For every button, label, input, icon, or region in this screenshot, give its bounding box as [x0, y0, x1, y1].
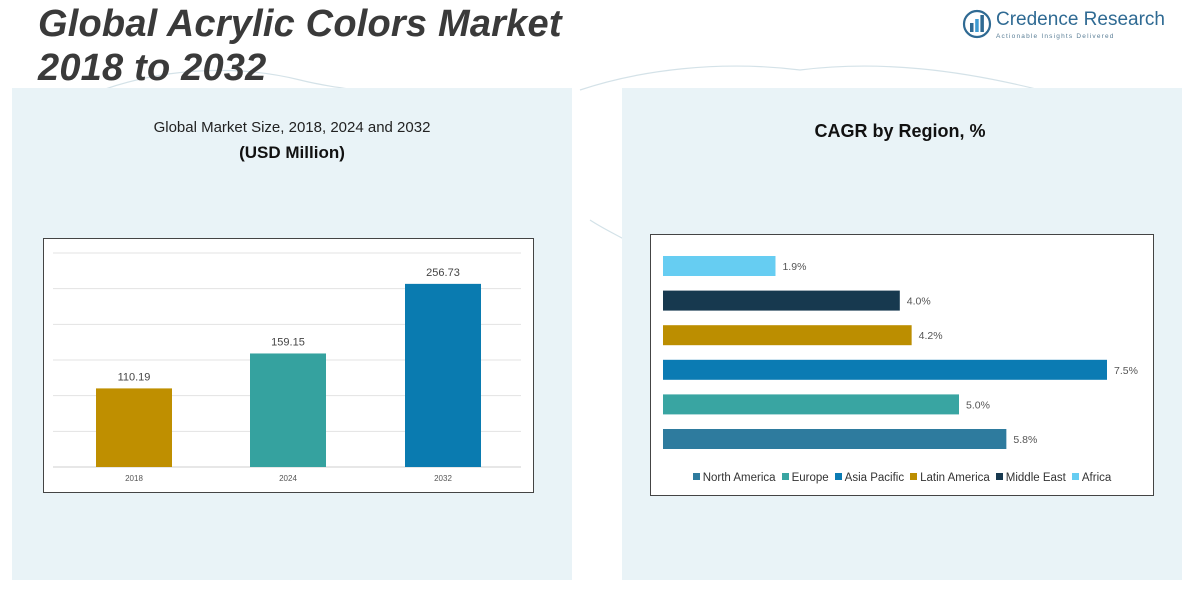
legend-swatch-latin-america	[910, 473, 918, 480]
bar-asia-pacific	[663, 359, 1107, 380]
data-label-north-america: 5.8%	[1013, 434, 1037, 446]
bar-middle-east	[663, 290, 900, 311]
legend-item-north-america: North America	[692, 472, 776, 484]
data-label-2024: 159.15	[271, 336, 305, 348]
legend-swatch-europe	[781, 473, 789, 480]
legend-item-latin-america: Latin America	[910, 472, 990, 484]
bar-africa	[663, 256, 776, 276]
bar-latin-america	[663, 325, 912, 346]
market-size-bar-chart: 110.19 2018 159.15 2024 256.73 2032	[53, 252, 521, 483]
data-label-2032: 256.73	[426, 267, 460, 279]
data-label-europe: 5.0%	[966, 399, 990, 411]
legend-label-latin-america: Latin America	[920, 472, 990, 484]
bar-2018	[96, 388, 172, 467]
legend-label-asia-pacific: Asia Pacific	[844, 472, 905, 484]
legend-item-africa: Africa	[1071, 472, 1112, 484]
legend-item-asia-pacific: Asia Pacific	[834, 472, 905, 484]
cagr-title: CAGR by Region, %	[814, 121, 986, 141]
market-size-unit: (USD Million)	[239, 143, 345, 162]
x-tick-label-2024: 2024	[279, 474, 297, 483]
cagr-bar-chart: 1.9% 4.0% 4.2% 7.5% 5.0% 5.8%	[663, 256, 1138, 449]
bar-2024	[250, 353, 326, 467]
data-label-middle-east: 4.0%	[907, 296, 931, 308]
bar-chart-logo-icon	[962, 9, 992, 39]
legend-swatch-africa	[1071, 473, 1079, 480]
legend-item-europe: Europe	[781, 472, 829, 484]
x-tick-label-2018: 2018	[125, 474, 143, 483]
logo-tagline: Actionable Insights Delivered	[996, 33, 1115, 40]
page-title: Global Acrylic Colors Market 2018 to 203…	[38, 2, 562, 90]
bar-2032	[405, 283, 481, 467]
legend-swatch-asia-pacific	[834, 473, 842, 480]
page-title-line-2: 2018 to 2032	[38, 47, 267, 89]
legend-swatch-middle-east	[995, 473, 1003, 480]
legend-item-middle-east: Middle East	[995, 472, 1066, 484]
legend-label-middle-east: Middle East	[1005, 472, 1066, 484]
credence-research-logo: Credence Research Actionable Insights De…	[962, 8, 1165, 44]
page-title-line-1: Global Acrylic Colors Market	[38, 3, 562, 45]
data-label-latin-america: 4.2%	[919, 330, 943, 342]
legend-swatch-north-america	[692, 473, 700, 480]
cagr-legend: North America Europe Asia Pacific Latin Ame…	[650, 472, 1154, 484]
legend-label-north-america: North America	[702, 472, 776, 484]
market-size-subtitle: Global Market Size, 2018, 2024 and 2032	[153, 119, 431, 136]
data-label-asia-pacific: 7.5%	[1114, 365, 1138, 377]
legend-label-europe: Europe	[791, 472, 829, 484]
x-tick-label-2032: 2032	[434, 474, 452, 483]
data-label-2018: 110.19	[118, 371, 151, 383]
legend-label-africa: Africa	[1081, 472, 1112, 484]
data-label-africa: 1.9%	[782, 261, 806, 273]
bar-north-america	[663, 429, 1007, 449]
logo-name: Credence Research	[996, 9, 1165, 30]
bar-europe	[663, 394, 959, 415]
